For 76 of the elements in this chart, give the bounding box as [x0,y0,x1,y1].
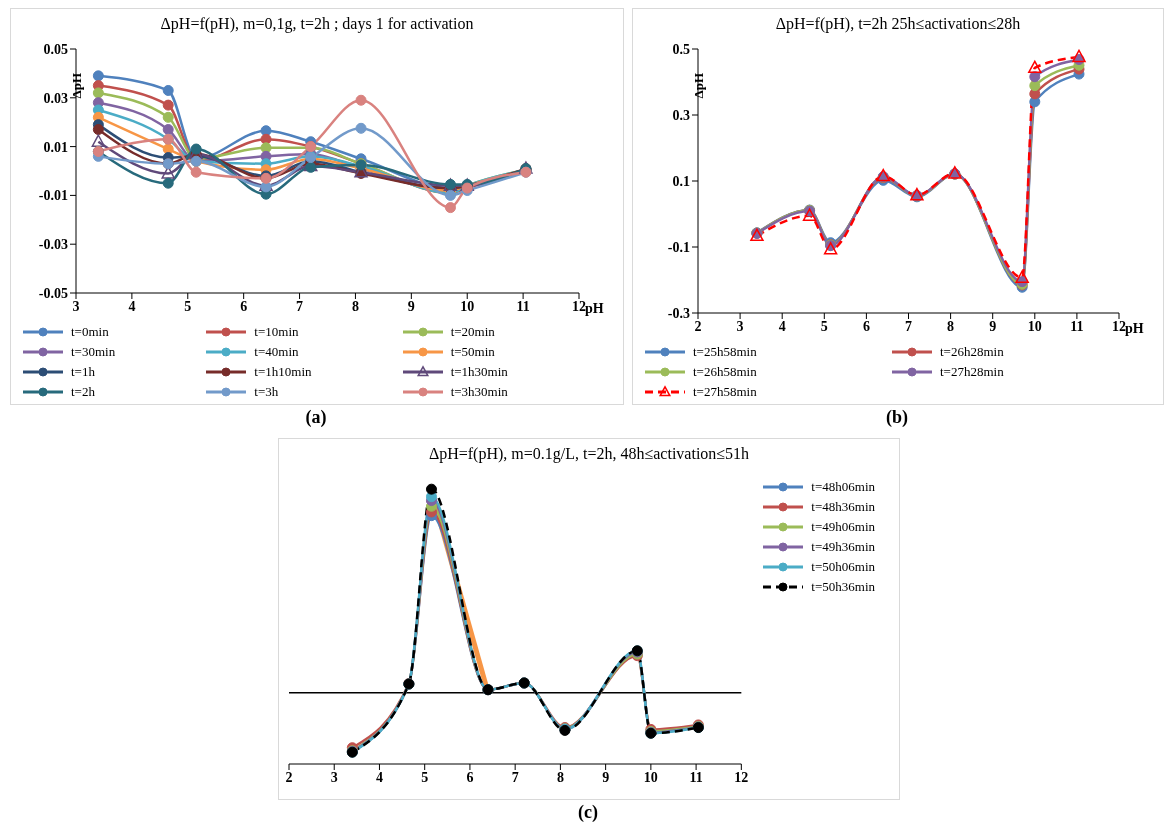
x-tick-label: 2 [285,769,293,785]
x-tick-label: 6 [240,298,248,314]
y-tick-label: 0.01 [43,139,68,155]
y-tick-label: -0.05 [38,285,68,301]
text: (a) [304,407,328,428]
legend-label: t=3h [254,384,279,400]
chart-title: ΔpH=f(pH), m=0.1g/L, t=2h, 48h≤activation≤51h [427,444,751,465]
x-tick-label: 6 [466,769,474,785]
x-tick-label: 10 [460,298,475,314]
legend-label: t=3h30min [450,384,508,400]
x-tick-label: 11 [516,298,530,314]
x-tick-label: 4 [778,318,786,334]
legend-label: t=10min [254,324,299,340]
legend-label: t=50h36min [811,579,875,595]
y-tick-label: -0.1 [667,239,690,255]
y-axis-title: ΔpH [69,73,85,99]
legend-label: t=2h [71,384,95,400]
legend-label: t=26h58min [693,364,757,380]
chart-title: ΔpH=f(pH), m=0,1g, t=2h ; days 1 for activation [159,14,475,35]
y-tick-label: -0.03 [38,237,68,253]
legend-label: t=27h58min [693,384,757,400]
x-tick-label: 8 [556,769,564,785]
x-tick-label: 10 [1027,318,1042,334]
y-tick-label: 0.3 [672,107,690,123]
x-tick-label: 3 [72,298,80,314]
legend-label: t=50h06min [811,559,875,575]
text: (b) [885,407,909,428]
legend-label: t=26h28min [940,344,1004,360]
y-tick-label: 0.1 [672,173,690,189]
legend-label: t=1h [71,364,95,380]
x-tick-label: 5 [421,769,429,785]
x-tick-label: 11 [689,769,703,785]
x-tick-label: 2 [694,318,702,334]
legend-label: t=40min [254,344,299,360]
legend-label: t=0min [71,324,109,340]
y-tick-label: -0.01 [38,188,68,204]
x-tick-label: 11 [1070,318,1084,334]
x-tick-label: 7 [905,318,912,334]
legend-label: t=1h10min [254,364,312,380]
x-tick-label: 5 [184,298,192,314]
x-tick-label: 8 [947,318,955,334]
y-axis-title: ΔpH [691,73,707,99]
x-tick-label: 4 [375,769,383,785]
legend-label: t=20min [450,324,495,340]
x-tick-label: 9 [407,298,415,314]
legend-label: t=48h36min [811,499,875,515]
x-tick-label: 3 [736,318,744,334]
chart-title: ΔpH=f(pH), t=2h 25h≤activation≤28h [774,14,1022,35]
x-tick-label: 12 [1112,318,1126,334]
y-tick-label: 0.5 [672,41,690,57]
legend-label: t=49h36min [811,539,875,555]
x-tick-label: 7 [296,298,304,314]
x-tick-label: 6 [862,318,870,334]
x-tick-label: 10 [643,769,658,785]
x-tick-label: 8 [351,298,359,314]
legend-label: t=49h06min [811,519,875,535]
legend-label: t=27h28min [940,364,1004,380]
x-tick-label: 12 [734,769,749,785]
x-tick-label: 5 [820,318,828,334]
x-tick-label: 4 [128,298,136,314]
x-axis-title: pH [1125,320,1144,336]
legend-label: t=30min [71,344,116,360]
text: (c) [577,802,599,823]
x-tick-label: 12 [572,298,586,314]
x-axis-title: pH [585,300,604,316]
x-tick-label: 9 [989,318,997,334]
x-tick-label: 7 [511,769,519,785]
legend-label: t=50min [450,344,495,360]
y-tick-label: 0.05 [43,41,68,57]
y-tick-label: -0.3 [667,305,690,321]
legend-label: t=25h58min [693,344,757,360]
x-tick-label: 9 [602,769,610,785]
y-tick-label: 0.03 [43,90,68,106]
legend-label: t=48h06min [811,479,875,495]
legend-label: t=1h30min [450,364,508,380]
x-tick-label: 3 [330,769,338,785]
